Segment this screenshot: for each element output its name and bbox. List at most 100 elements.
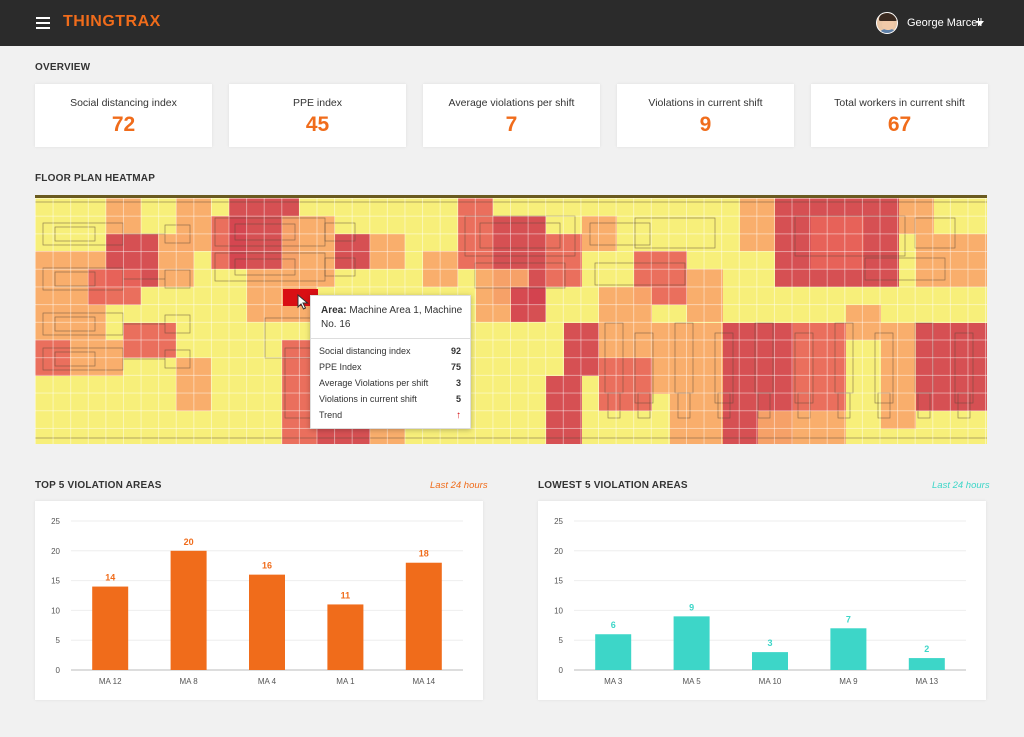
lowest5-title: LOWEST 5 VIOLATION AREAS: [538, 480, 688, 491]
floor-plan-machine: [794, 215, 906, 257]
y-tick-label: 0: [559, 666, 564, 675]
x-tick-label: MA 1: [336, 677, 355, 686]
arrow-up-icon: ↑: [456, 410, 461, 421]
top5-title: TOP 5 VIOLATION AREAS: [35, 480, 162, 491]
heatmap-cell[interactable]: [687, 269, 723, 323]
floor-plan-machine: [164, 224, 191, 244]
top5-chart-card: 0 5 10 15 20 25 14 MA 12 20 MA 8 16 MA 4 11 MA 1 18 MA …: [35, 501, 483, 700]
floor-plan-machine: [634, 332, 654, 404]
floor-plan-machine: [714, 332, 734, 404]
y-tick-label: 20: [51, 547, 60, 556]
top5-period[interactable]: Last 24 hours: [430, 480, 488, 491]
bar: [405, 562, 442, 670]
bar-value-label: 11: [341, 590, 351, 600]
bar: [595, 634, 632, 670]
floor-plan-machine: [957, 392, 971, 419]
logo: THINGTRAX: [63, 13, 161, 30]
heatmap-cell[interactable]: [369, 233, 406, 270]
heatmap-cell[interactable]: [669, 393, 723, 444]
kpi-label: PPE index: [292, 97, 343, 109]
top5-bar-chart: 0 5 10 15 20 25 14 MA 12 20 MA 8 16 MA 4 11 MA 1 18 MA …: [51, 517, 463, 686]
kpi-label: Total workers in current shift: [834, 97, 965, 109]
x-tick-label: MA 12: [99, 677, 122, 686]
heatmap-cell[interactable]: [563, 322, 600, 376]
floor-plan-machine: [757, 392, 771, 419]
y-tick-label: 15: [51, 577, 60, 586]
floor-plan-machine: [914, 217, 956, 249]
heatmap-cell[interactable]: [546, 233, 582, 287]
heatmap-cell[interactable]: [916, 322, 987, 412]
bar: [249, 574, 285, 670]
chevron-down-icon[interactable]: [976, 21, 984, 26]
x-tick-label: MA 8: [179, 677, 198, 686]
tooltip-row-value: 92: [450, 346, 461, 356]
tooltip-row-label: Violations in current shift: [319, 394, 417, 404]
tooltip-row-value: 75: [450, 362, 461, 372]
kpi-card-total-workers: Total workers in current shift 67: [811, 84, 988, 147]
floor-plan-machine: [864, 257, 946, 281]
overview-title: OVERVIEW: [35, 62, 91, 73]
tooltip-row-trend: Trend ↑: [319, 410, 461, 424]
heatmap-cell[interactable]: [246, 269, 282, 323]
heatmap-cell[interactable]: [422, 251, 459, 287]
x-tick-label: MA 9: [839, 677, 858, 686]
heatmap-cell[interactable]: [599, 286, 653, 359]
floor-plan-machine: [837, 392, 851, 419]
heatmap-cell[interactable]: [123, 322, 177, 359]
y-tick-label: 25: [554, 517, 563, 526]
bar: [830, 628, 867, 670]
floor-plan-machine: [54, 351, 96, 367]
floor-plan-machine: [54, 271, 96, 287]
lowest5-period[interactable]: Last 24 hours: [932, 480, 990, 491]
bar: [92, 586, 129, 670]
tooltip-area-label: Area:: [321, 305, 347, 316]
heatmap-cell[interactable]: [87, 375, 124, 412]
bar: [170, 550, 207, 670]
y-tick-label: 25: [51, 517, 60, 526]
hamburger-menu-icon[interactable]: [36, 17, 50, 29]
kpi-card-ppe: PPE index 45: [229, 84, 406, 147]
kpi-value: 72: [111, 113, 136, 136]
kpi-value: 7: [505, 113, 518, 136]
cursor-icon: [297, 294, 309, 310]
y-tick-label: 20: [554, 547, 563, 556]
tooltip-trend-label: Trend: [319, 410, 343, 420]
tooltip-row-value: 3: [455, 378, 461, 388]
tooltip-row-label: PPE Index: [319, 362, 362, 372]
bar-value-label: 18: [419, 549, 429, 559]
x-tick-label: MA 4: [258, 677, 277, 686]
kpi-card-average-violations: Average violations per shift 7: [423, 84, 600, 147]
floor-plan-machine: [794, 332, 814, 404]
tooltip-area-value: Machine Area 1, Machine No. 16: [321, 305, 463, 330]
heatmap-cell[interactable]: [793, 322, 846, 412]
heatmap-cell[interactable]: [334, 233, 370, 270]
avatar[interactable]: [876, 12, 898, 34]
heatmap-cell[interactable]: [581, 215, 617, 252]
x-tick-label: MA 13: [915, 677, 938, 686]
heatmap-cell[interactable]: [916, 233, 987, 287]
floor-plan-machine: [164, 349, 191, 369]
heatmap-cell[interactable]: [546, 375, 582, 444]
floor-plan-heatmap[interactable]: [35, 195, 987, 444]
heatmap-cell[interactable]: [757, 411, 846, 444]
floor-plan-machine: [164, 314, 191, 334]
kpi-label: Social distancing index: [70, 97, 177, 109]
floor-plan-machine: [479, 222, 561, 249]
heatmap-cell[interactable]: [176, 358, 212, 412]
heatmap-cell[interactable]: [458, 198, 494, 270]
y-tick-label: 15: [554, 577, 563, 586]
heatmap-cell[interactable]: [881, 322, 917, 430]
heatmap-cell[interactable]: [511, 286, 547, 323]
user-name[interactable]: George Marcell: [907, 17, 983, 29]
tooltip-row: Social distancing index 92: [319, 346, 461, 360]
heatmap-cell[interactable]: [740, 198, 776, 252]
heatmap-cell[interactable]: [810, 215, 864, 270]
heatmap-cell[interactable]: [652, 322, 723, 394]
heatmap-cell[interactable]: [87, 269, 141, 305]
tooltip-row: PPE Index 75: [319, 362, 461, 376]
heatmap-grid: [35, 198, 987, 444]
tooltip-row: Average Violations per shift 3: [319, 378, 461, 392]
floor-plan-machine: [324, 257, 356, 277]
floor-plan-machine: [637, 392, 651, 419]
bar-value-label: 9: [689, 602, 694, 612]
